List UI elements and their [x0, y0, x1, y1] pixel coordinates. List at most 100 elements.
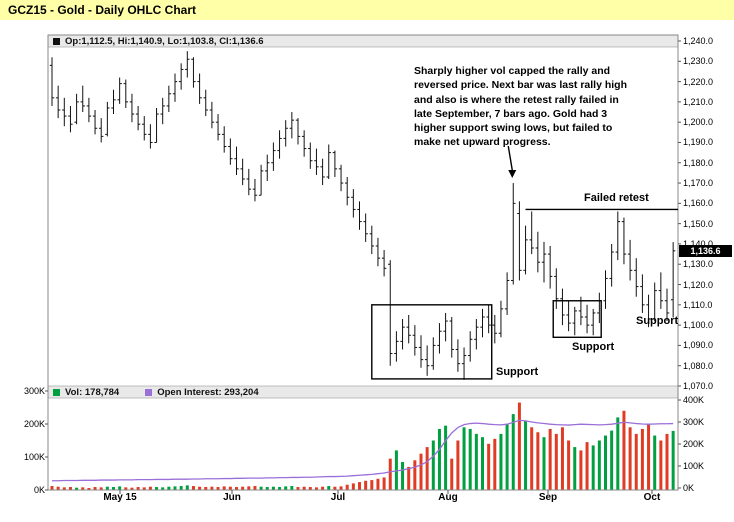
- volume-bar: [155, 487, 159, 490]
- volume-bar: [437, 428, 441, 490]
- volume-bar: [198, 486, 202, 490]
- volume-bar: [216, 487, 220, 490]
- ohlc-bars: [49, 51, 676, 380]
- support-box-1: [371, 304, 493, 380]
- volume-bar: [462, 427, 466, 490]
- volume-bar: [185, 485, 189, 490]
- price-axis-label: 1,120.0: [683, 279, 714, 290]
- ohlc-legend-swatch: [53, 37, 60, 45]
- volume-bar: [444, 425, 448, 490]
- volume-bar: [401, 461, 405, 490]
- volume-bar: [640, 428, 644, 490]
- month-label: Sep: [538, 492, 558, 503]
- volume-bar: [665, 433, 669, 490]
- volume-bar: [62, 487, 66, 490]
- support-label-2: Support: [572, 341, 615, 353]
- volume-bar: [610, 430, 614, 490]
- ohlc-readout: Op:1,112.5, Hi:1,140.9, Lo:1,103.8, Cl:1…: [65, 35, 264, 47]
- volume-bar: [99, 487, 103, 490]
- open-interest-axis-label: 0K: [683, 483, 695, 493]
- price-axis-label: 1,180.0: [683, 157, 714, 168]
- volume-bar: [56, 486, 60, 490]
- price-axis-label: 1,190.0: [683, 137, 714, 148]
- month-label: Jun: [223, 492, 241, 503]
- volume-bar: [271, 486, 275, 490]
- volume-bar: [628, 427, 632, 490]
- volume-bar: [259, 486, 263, 490]
- volume-readout: Vol: 178,784: [65, 386, 120, 398]
- open-interest-legend-swatch: [145, 388, 153, 396]
- volume-bar: [321, 486, 325, 490]
- volume-bar: [290, 486, 294, 490]
- volume-bar: [253, 486, 257, 490]
- volume-bar: [302, 486, 306, 490]
- volume-bar: [481, 437, 484, 490]
- volume-axis-label: 200K: [23, 419, 45, 429]
- volume-bar: [468, 428, 472, 490]
- volume-bar: [68, 487, 72, 490]
- volume-bar: [530, 427, 534, 490]
- volume-bar: [376, 478, 380, 490]
- volume-bar: [130, 487, 134, 490]
- price-axis-label: 1,110.0: [683, 299, 713, 310]
- volume-bar: [647, 424, 651, 490]
- volume-bar: [548, 428, 552, 490]
- volume-bar: [148, 486, 152, 490]
- month-label: Aug: [438, 492, 458, 503]
- annotation-arrow-head: [508, 170, 517, 178]
- volume-bar: [597, 440, 601, 490]
- volume-bar: [118, 486, 122, 490]
- volume-bar: [413, 460, 417, 490]
- chart-title: GCZ15 - Gold - Daily OHLC Chart: [8, 3, 197, 17]
- volume-bar: [75, 487, 79, 490]
- volume-legend-bar: Vol: 178,784 Open Interest: 293,204: [49, 386, 677, 398]
- volume-bar: [204, 487, 208, 490]
- annotation-arrow: [507, 145, 513, 171]
- volume-bar: [659, 440, 663, 490]
- volume-bar: [560, 427, 564, 490]
- price-axis-label: 1,130.0: [683, 259, 714, 270]
- volume-axis-label: 0K: [33, 485, 45, 495]
- volume-bar: [425, 447, 429, 490]
- price-axis-label: 1,080.0: [683, 360, 714, 371]
- volume-bar: [228, 486, 232, 490]
- volume-bar: [542, 437, 546, 490]
- volume-bar: [278, 487, 282, 490]
- price-axis-label: 1,200.0: [683, 117, 714, 128]
- volume-bar: [474, 433, 478, 490]
- volume-bar: [554, 433, 558, 490]
- month-label: Oct: [643, 492, 661, 503]
- volume-bar: [370, 480, 374, 490]
- price-axis-label: 1,170.0: [683, 178, 714, 189]
- volume-bar: [81, 487, 85, 490]
- price-axis-label: 1,220.0: [683, 76, 714, 87]
- open-interest-readout: Open Interest: 293,204: [157, 386, 259, 398]
- volume-bar: [265, 487, 269, 490]
- volume-bar: [339, 486, 343, 490]
- open-interest-axis-label: 200K: [683, 439, 705, 449]
- month-label: May 15: [103, 492, 137, 503]
- price-axis-label: 1,140.0: [683, 238, 714, 249]
- volume-bar: [247, 486, 251, 490]
- open-interest-line: [52, 419, 674, 482]
- volume-bar: [364, 480, 368, 490]
- ohlc-readout-bar: Op:1,112.5, Hi:1,140.9, Lo:1,103.8, Cl:1…: [49, 35, 677, 47]
- volume-bar: [585, 442, 589, 490]
- volume-bar: [487, 443, 491, 490]
- price-axis-label: 1,210.0: [683, 96, 714, 107]
- volume-bar: [579, 450, 583, 490]
- last-price-tag: 1,136.6: [679, 245, 732, 257]
- volume-bar: [431, 440, 435, 490]
- volume-bar: [419, 453, 423, 490]
- volume-bar: [191, 486, 195, 490]
- volume-bar: [653, 435, 657, 490]
- price-axis-label: 1,230.0: [683, 56, 714, 67]
- price-axis-label: 1,090.0: [683, 340, 714, 351]
- volume-bar: [407, 466, 411, 490]
- price-axis-label: 1,240.0: [683, 36, 714, 46]
- volume-bar: [536, 432, 540, 490]
- volume-bar: [136, 487, 140, 490]
